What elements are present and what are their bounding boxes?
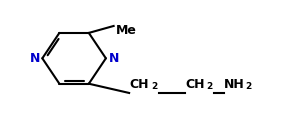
Text: 2: 2: [151, 82, 157, 91]
Text: 2: 2: [245, 82, 252, 91]
Text: N: N: [30, 52, 40, 65]
Text: N: N: [109, 52, 119, 65]
Text: Me: Me: [116, 24, 137, 37]
Text: CH: CH: [185, 78, 204, 91]
Text: CH: CH: [129, 78, 149, 91]
Text: 2: 2: [207, 82, 213, 91]
Text: NH: NH: [224, 78, 244, 91]
